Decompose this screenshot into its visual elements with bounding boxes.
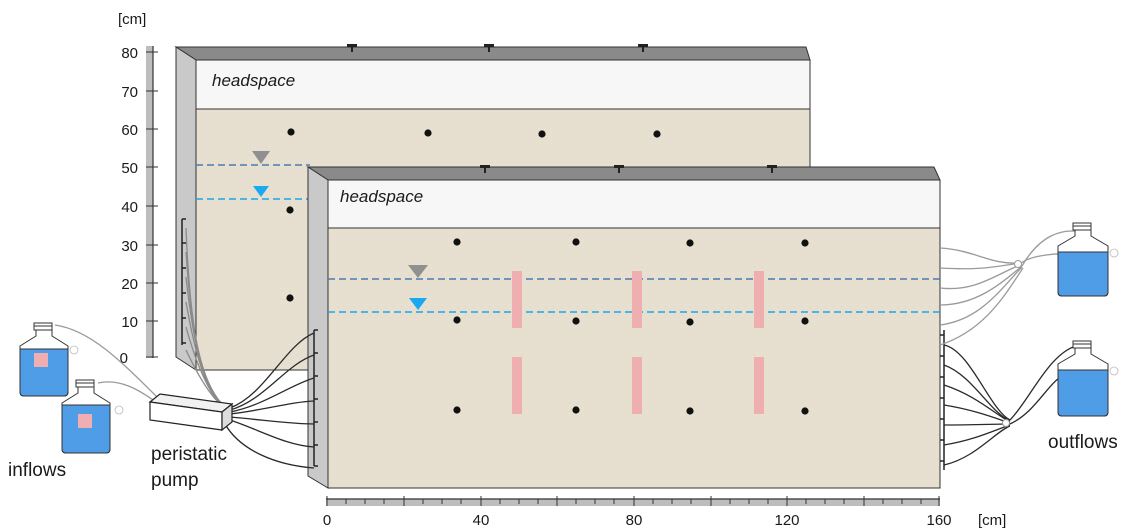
vertical-tick-label: 80 <box>121 45 138 62</box>
front-tank-top-ports <box>480 165 777 173</box>
vertical-tick-label: 70 <box>121 84 138 101</box>
front-tank-headspace-label: headspace <box>340 187 423 206</box>
inflow-bottle-1 <box>19 322 79 397</box>
front-tank-sample-points <box>453 238 809 415</box>
front-blue-level-marker <box>409 298 427 310</box>
vertical-scale: [cm] 80 70 60 50 40 30 20 10 0 <box>118 11 158 367</box>
front-tank-side <box>307 166 329 489</box>
inflow-tubing <box>54 324 161 406</box>
horizontal-tick-label: 160 <box>926 512 951 529</box>
vertical-tick-label: 0 <box>120 350 128 367</box>
horizontal-scale: 0 40 80 120 160 [cm] <box>323 496 1006 529</box>
inflows-label: inflows <box>8 460 66 481</box>
front-tank-top <box>306 166 941 181</box>
horizontal-scale-ticks <box>326 496 940 506</box>
horizontal-tick-label: 0 <box>323 512 331 529</box>
front-tank-headspace <box>327 179 941 229</box>
back-tank-top-ports <box>347 44 648 52</box>
vertical-axis-unit: [cm] <box>118 11 146 28</box>
outflow-bottle-2 <box>1057 340 1119 417</box>
vertical-scale-bar <box>146 46 153 358</box>
outflow-junction-front <box>1002 419 1010 427</box>
pump-label-line1: peristatic <box>151 444 227 465</box>
front-tank-inlet-ports <box>313 329 318 467</box>
peristaltic-pump <box>148 393 234 432</box>
back-tank-sample-points <box>286 128 661 302</box>
front-tank: headspace <box>306 165 945 489</box>
horizontal-scale-bar <box>326 499 940 506</box>
horizontal-axis-unit: [cm] <box>978 512 1006 529</box>
vertical-tick-label: 40 <box>121 199 138 216</box>
back-tank-headspace <box>195 59 811 110</box>
outflow-bottle-1 <box>1057 222 1119 297</box>
vertical-tick-label: 60 <box>121 122 138 139</box>
front-tank-sensors <box>512 271 764 414</box>
vertical-scale-ticks <box>146 51 158 358</box>
back-blue-level-marker <box>253 186 269 197</box>
back-tank-headspace-label: headspace <box>212 71 295 90</box>
front-gray-level-marker <box>408 265 428 278</box>
back-outflow-tubing <box>939 230 1083 346</box>
vertical-tick-label: 10 <box>121 314 138 331</box>
back-tank-side-ports <box>181 218 186 345</box>
outflow-junction-back <box>1014 260 1022 268</box>
inflow-bottle-2 <box>61 379 124 454</box>
vertical-tick-label: 50 <box>121 160 138 177</box>
back-gray-level-marker <box>252 151 270 164</box>
horizontal-tick-label: 80 <box>626 512 643 529</box>
front-tank-outlet-ports <box>940 330 945 470</box>
vertical-tick-label: 30 <box>121 238 138 255</box>
pump-to-front-tank-tubing <box>224 332 315 469</box>
horizontal-tick-label: 40 <box>473 512 490 529</box>
pump-label-line2: pump <box>151 470 199 491</box>
outflows-label: outflows <box>1048 432 1118 453</box>
back-tank-top <box>174 46 811 61</box>
vertical-tick-label: 20 <box>121 276 138 293</box>
horizontal-tick-label: 120 <box>774 512 799 529</box>
